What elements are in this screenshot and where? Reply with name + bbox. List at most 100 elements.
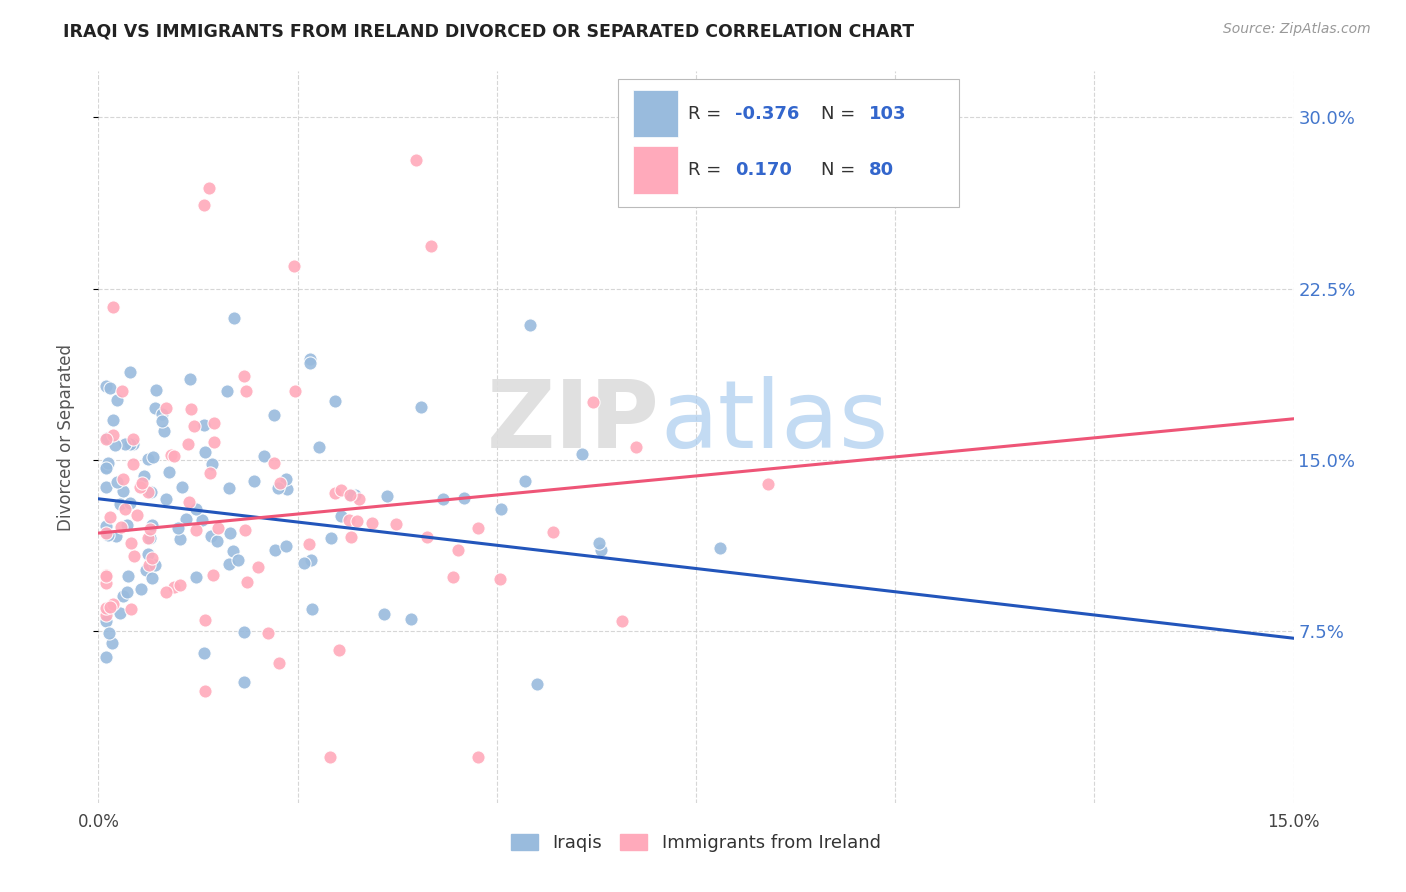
Point <box>541 524 564 539</box>
Y-axis label: Divorced or Separated: Divorced or Separated <box>56 343 75 531</box>
Point <box>104 438 127 452</box>
Point <box>125 508 148 522</box>
Point <box>756 476 779 491</box>
Point <box>263 456 285 470</box>
Point <box>120 602 142 616</box>
Point <box>139 531 162 545</box>
Point <box>274 472 297 486</box>
Point <box>141 450 163 464</box>
Point <box>96 600 118 615</box>
Point <box>571 447 593 461</box>
Point <box>150 414 173 428</box>
Point <box>308 440 330 454</box>
Point <box>120 437 142 451</box>
Text: atlas: atlas <box>661 376 889 468</box>
Point <box>101 300 124 314</box>
Point <box>193 198 215 212</box>
Point <box>340 530 363 544</box>
Point <box>138 558 160 573</box>
Point <box>298 356 321 370</box>
Point <box>96 568 118 582</box>
Point <box>101 413 124 427</box>
Point <box>155 401 177 416</box>
Point <box>467 750 489 764</box>
Point <box>292 556 315 570</box>
Point <box>467 521 489 535</box>
Point <box>253 450 276 464</box>
Point <box>233 523 256 537</box>
Point <box>105 392 128 407</box>
Point <box>346 514 368 528</box>
Point <box>232 369 254 384</box>
Point <box>155 585 177 599</box>
Point <box>283 259 305 273</box>
Point <box>401 611 423 625</box>
Point <box>111 384 134 399</box>
Point <box>276 482 298 496</box>
Point <box>96 525 118 540</box>
Point <box>194 683 217 698</box>
Point <box>96 481 118 495</box>
Point <box>169 578 191 592</box>
Point <box>136 485 159 500</box>
Point <box>411 400 433 414</box>
Point <box>582 395 605 409</box>
Point <box>194 445 217 459</box>
Point <box>110 519 132 533</box>
Point <box>489 572 512 586</box>
Point <box>200 466 222 480</box>
Point <box>526 677 548 691</box>
Point <box>201 457 224 471</box>
Text: 103: 103 <box>869 104 907 123</box>
Point <box>447 543 470 558</box>
Point <box>385 517 408 532</box>
Point <box>179 495 201 509</box>
Point <box>319 531 342 545</box>
Point <box>139 484 162 499</box>
Point <box>186 570 208 584</box>
Point <box>205 534 228 549</box>
Point <box>200 529 222 543</box>
Point <box>184 501 207 516</box>
Point <box>236 575 259 590</box>
Text: N =: N = <box>821 161 862 179</box>
Point <box>96 432 118 446</box>
Point <box>415 529 437 543</box>
Point <box>588 536 610 550</box>
Point <box>191 513 214 527</box>
Point <box>318 750 340 764</box>
Text: 0.170: 0.170 <box>735 161 793 179</box>
Point <box>610 614 633 628</box>
Point <box>98 599 121 614</box>
Point <box>120 536 142 550</box>
Point <box>328 642 350 657</box>
Point <box>221 543 243 558</box>
Point <box>201 568 224 582</box>
FancyBboxPatch shape <box>633 146 678 194</box>
Point <box>325 393 347 408</box>
Point <box>111 589 134 603</box>
Point <box>193 417 215 432</box>
Point <box>96 576 118 591</box>
Text: N =: N = <box>821 104 862 123</box>
Point <box>143 558 166 572</box>
Point <box>228 553 250 567</box>
Point <box>519 318 541 333</box>
Point <box>136 452 159 467</box>
Point <box>183 419 205 434</box>
Point <box>347 492 370 507</box>
Point <box>132 468 155 483</box>
Point <box>117 569 139 583</box>
Point <box>274 539 297 553</box>
Point <box>96 378 118 392</box>
Point <box>96 615 118 629</box>
Point <box>243 475 266 489</box>
Point <box>219 526 242 541</box>
Text: Source: ZipAtlas.com: Source: ZipAtlas.com <box>1223 22 1371 37</box>
Point <box>235 384 257 399</box>
Point <box>177 437 200 451</box>
Point <box>101 428 124 442</box>
Point <box>589 542 612 557</box>
Point <box>330 483 353 497</box>
Point <box>420 238 443 252</box>
